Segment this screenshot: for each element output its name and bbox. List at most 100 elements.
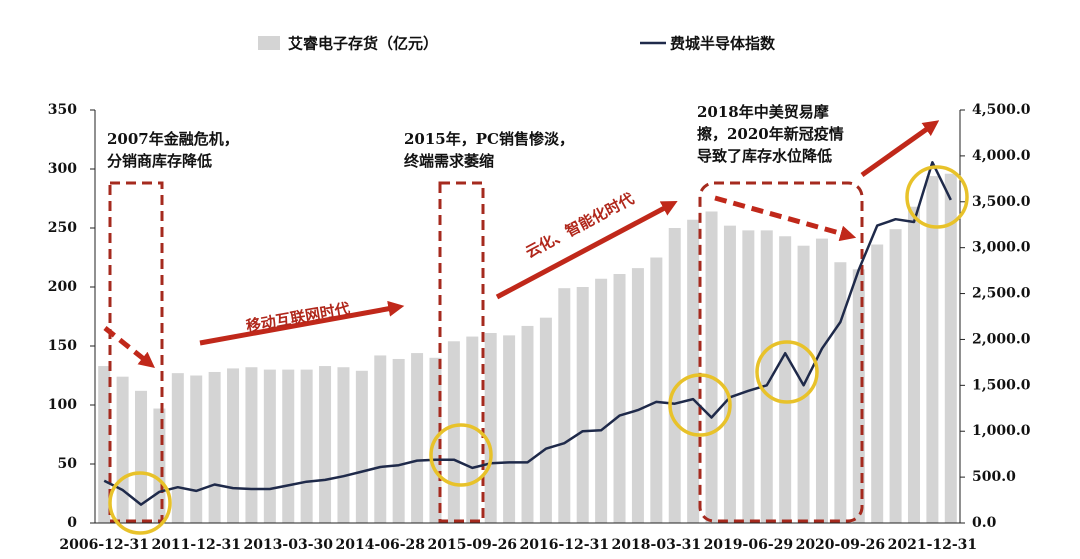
bar — [779, 236, 792, 523]
annotation: 擦，2020年新冠疫情 — [697, 125, 844, 143]
bar — [834, 262, 847, 523]
decorations — [108, 181, 864, 523]
bar — [889, 229, 902, 523]
y2-tick-label: 3,000.0 — [972, 240, 1031, 256]
x-tick-label: 2014-06-28 — [335, 537, 425, 553]
y-tick-label: 150 — [48, 338, 77, 354]
legend: 艾睿电子存货（亿元） 费城半导体指数 — [258, 35, 776, 53]
y-tick-label: 100 — [48, 397, 77, 413]
bar — [815, 238, 828, 523]
annotation: 2015年，PC销售惨淡， — [404, 130, 574, 148]
highlight-circle — [905, 165, 969, 229]
highlight-circle — [755, 340, 819, 404]
bar — [668, 228, 681, 523]
highlight-circle — [108, 471, 172, 535]
y-tick-label: 200 — [48, 279, 77, 295]
x-tick-label: 2015-09-26 — [428, 537, 518, 553]
x-tick-label: 2019-06-29 — [704, 537, 794, 553]
bar — [116, 376, 129, 523]
highlight-box — [108, 181, 164, 523]
y2-tick-label: 4,000.0 — [972, 148, 1031, 164]
bar — [190, 375, 203, 523]
bar — [742, 230, 755, 524]
bar — [539, 317, 552, 523]
bar — [355, 370, 368, 523]
bar — [392, 358, 405, 523]
bar — [282, 369, 295, 523]
bar — [503, 335, 516, 523]
bar — [227, 368, 240, 523]
annotation: 导致了库存水位降低 — [697, 147, 832, 165]
bar — [613, 274, 626, 523]
era-label: 移动互联网时代 — [245, 300, 352, 336]
arrow — [495, 200, 678, 300]
bar — [521, 325, 534, 523]
bar — [631, 268, 644, 523]
bar — [558, 288, 571, 523]
arrow — [199, 300, 405, 346]
y-tick-label: 0 — [67, 515, 77, 531]
legend-swatch — [258, 36, 280, 50]
y2-tick-label: 3,500.0 — [972, 194, 1031, 210]
arrow — [103, 326, 155, 368]
line-series — [103, 161, 952, 506]
highlight-circle — [668, 373, 732, 437]
y2-tick-label: 1,500.0 — [972, 377, 1031, 393]
bar — [944, 173, 957, 523]
y-tick-label: 50 — [58, 456, 78, 472]
bar — [705, 211, 718, 524]
highlight-circle — [429, 423, 493, 487]
arrow — [714, 195, 857, 242]
bar — [650, 257, 663, 523]
legend-label: 艾睿电子存货（亿元） — [288, 35, 438, 53]
bar — [466, 336, 479, 523]
bar — [208, 371, 221, 523]
y-tick-label: 300 — [48, 161, 77, 177]
y2-tick-label: 2,000.0 — [972, 331, 1031, 347]
x-tick-label: 2021-12-31 — [888, 537, 978, 553]
bar — [319, 366, 332, 523]
bar — [907, 206, 920, 523]
bar — [263, 369, 276, 523]
annotation: 2007年金融危机， — [107, 130, 239, 148]
bar — [760, 230, 773, 524]
bar — [171, 373, 184, 523]
y2-tick-label: 2,500.0 — [972, 286, 1031, 302]
bar — [374, 355, 387, 523]
bar — [926, 176, 939, 523]
y-tick-label: 250 — [48, 220, 77, 236]
y2-tick-label: 0.0 — [972, 515, 997, 531]
arrow — [860, 120, 940, 178]
bar — [723, 225, 736, 523]
bar — [595, 278, 608, 523]
x-tick-label: 2016-12-31 — [520, 537, 610, 553]
x-tick-label: 2018-03-31 — [612, 537, 702, 553]
bar — [411, 353, 424, 523]
bar — [98, 366, 111, 523]
y-tick-label: 350 — [48, 102, 77, 118]
bar — [871, 244, 884, 523]
y2-tick-label: 4,500.0 — [972, 102, 1031, 118]
bar — [447, 341, 460, 523]
bar — [135, 390, 148, 523]
bar — [300, 369, 313, 523]
annotation: 2018年中美贸易摩 — [697, 103, 830, 121]
y2-tick-label: 1,000.0 — [972, 423, 1031, 439]
bar — [484, 333, 497, 523]
highlight-box — [698, 181, 864, 523]
annotation: 分销商库存降低 — [107, 152, 212, 170]
bar — [153, 408, 166, 523]
legend-label: 费城半导体指数 — [670, 35, 776, 53]
x-tick-label: 2006-12-31 — [59, 537, 149, 553]
x-tick-label: 2011-12-31 — [151, 537, 241, 553]
highlight-box — [438, 181, 485, 523]
bar — [576, 287, 589, 523]
annotation: 终端需求萎缩 — [404, 152, 494, 170]
x-tick-label: 2013-03-30 — [243, 537, 333, 553]
y2-tick-label: 500.0 — [972, 469, 1016, 485]
bar — [245, 367, 258, 523]
bar — [337, 367, 350, 523]
x-tick-label: 2020-09-26 — [796, 537, 886, 553]
bar — [687, 219, 700, 524]
